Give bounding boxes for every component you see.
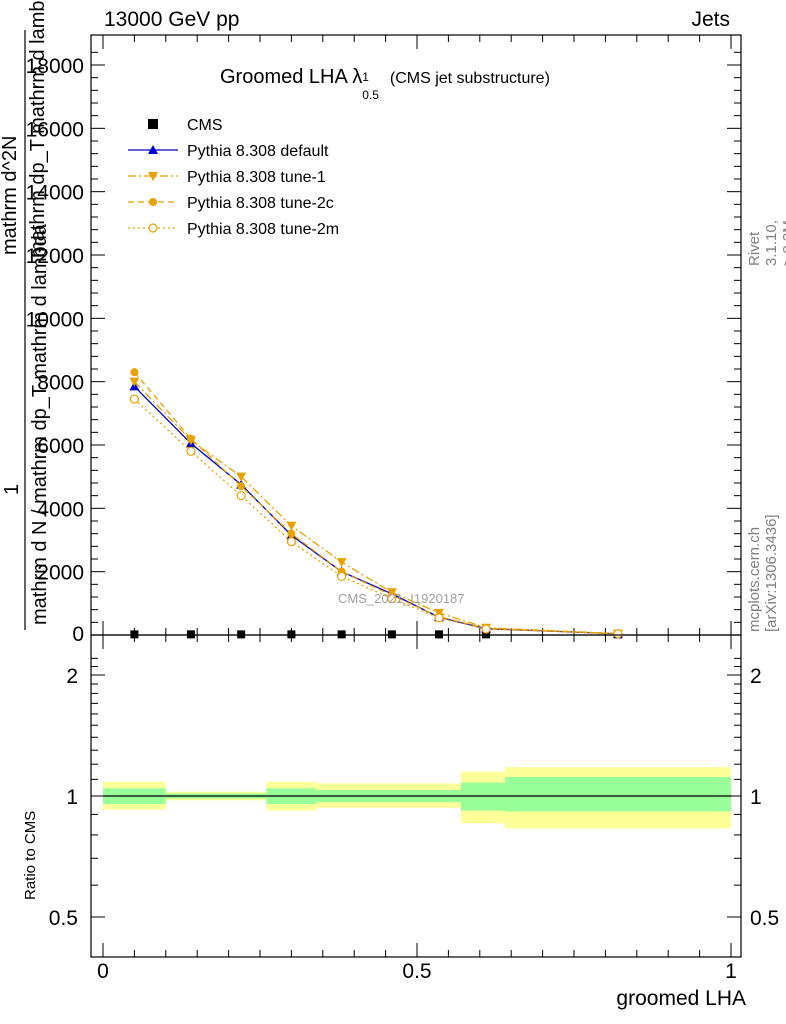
main-y-tick-label: 4000 bbox=[37, 498, 84, 521]
plot-title-symbol: λ bbox=[352, 66, 363, 88]
legend-label: CMS bbox=[187, 117, 223, 134]
main-y-axis-label: 1 mathrm d N / mathrm dp_T mathrm d lambd… bbox=[0, 0, 51, 625]
main-panel: 2000 4000 6000 8000 10000 12000 14000 16000 1800… bbox=[24, 30, 742, 646]
ratio-y-axis-label: Ratio to CMS bbox=[22, 810, 39, 900]
tune1-point bbox=[336, 558, 347, 568]
main-y-axis-label-line: 1 bbox=[1, 484, 23, 495]
tune2m-point bbox=[286, 536, 296, 547]
cms-data-point bbox=[287, 630, 296, 639]
ratio-y-tick-label: 0.5 bbox=[49, 907, 78, 930]
tune2m-point bbox=[613, 629, 623, 639]
series-line-4 bbox=[133, 398, 618, 635]
legend-marker bbox=[148, 145, 158, 154]
tune2m-point bbox=[481, 624, 491, 634]
plot-title: Groomed LHA λ 1 0.5 (CMS jet substructure) bbox=[220, 66, 550, 102]
tune1-point bbox=[236, 472, 247, 482]
legend-label: Pythia 8.308 tune-2c bbox=[187, 195, 334, 212]
ratio-y-tick-label: 1 bbox=[66, 786, 78, 809]
tune1-point bbox=[286, 521, 297, 531]
ratio-band-inner bbox=[504, 776, 731, 812]
x-tick-label: 1 bbox=[725, 960, 737, 983]
tune2c-point bbox=[237, 482, 246, 491]
cms-data-point bbox=[482, 630, 491, 639]
main-y-tick-label: 14000 bbox=[26, 182, 84, 205]
main-y-tick-label: 18000 bbox=[26, 55, 84, 78]
cms-data-point bbox=[434, 630, 443, 639]
tune2m-point bbox=[186, 446, 196, 456]
ratio-y-tick-label: 2 bbox=[66, 665, 78, 688]
tune1-point bbox=[129, 377, 140, 387]
legend-label: Pythia 8.308 default bbox=[187, 143, 329, 160]
main-y-tick-label: 16000 bbox=[26, 118, 84, 141]
main-y-tick-label: 6000 bbox=[37, 435, 84, 458]
main-y-tick-label: 8000 bbox=[37, 372, 84, 395]
legend-marker bbox=[148, 172, 158, 181]
plot-title-sub: 0.5 bbox=[362, 88, 379, 102]
x-tick-label: 0 bbox=[97, 960, 109, 983]
cms-data-point bbox=[337, 630, 346, 639]
legend-label: Pythia 8.308 tune-2m bbox=[187, 221, 339, 238]
tune2c-point bbox=[287, 529, 296, 538]
cms-data-point bbox=[387, 630, 396, 639]
legend-marker-cms bbox=[148, 119, 158, 129]
tune2m-point bbox=[337, 571, 347, 582]
tune2m-point bbox=[129, 394, 139, 404]
plot-title-text: Groomed LHA bbox=[220, 66, 347, 88]
watermark: CMS_2021_I1920187 bbox=[338, 591, 465, 606]
tune2c-point bbox=[186, 434, 195, 443]
tune2c-point bbox=[130, 368, 139, 377]
x-tick-label: 0.5 bbox=[402, 960, 431, 983]
mcplots-label: mcplots.cern.ch [arXiv:1306.3436] bbox=[746, 514, 780, 632]
main-y-axis-label-line: mathrm d^2N bbox=[0, 136, 21, 255]
main-y-tick-label: 2000 bbox=[37, 562, 84, 585]
cms-data-point bbox=[237, 630, 246, 639]
plot-title-sup: 1 bbox=[362, 70, 369, 84]
main-y-axis-label-line: mathrm dp_T mathrm d lambda bbox=[27, 0, 49, 258]
tune2m-point bbox=[387, 593, 397, 604]
tune2m-point bbox=[434, 613, 444, 623]
legend-marker bbox=[149, 198, 157, 206]
legend-label: Pythia 8.308 tune-1 bbox=[187, 169, 326, 186]
ratio-y-tick-label-right: 1 bbox=[750, 786, 762, 809]
ratio-panel: 0.5 0.5 1 1 2 2 0 0.5 1 bbox=[49, 634, 779, 983]
cms-data-point bbox=[186, 630, 195, 639]
plot-title-note: (CMS jet substructure) bbox=[389, 70, 550, 87]
main-y-tick-label: 12000 bbox=[26, 245, 84, 268]
main-y-tick-label: 10000 bbox=[26, 308, 84, 331]
ratio-y-tick-label-right: 0.5 bbox=[750, 907, 779, 930]
main-y-axis-label-line: mathrm d N / mathrm dp_T mathrm d lambda bbox=[29, 223, 51, 625]
tune2m-point bbox=[236, 491, 246, 501]
cms-data-point bbox=[130, 630, 139, 639]
series-line-3 bbox=[133, 371, 618, 635]
main-y-tick-label: 0 bbox=[72, 623, 84, 646]
energy-label: 13000 GeV pp bbox=[104, 8, 240, 31]
ratio-y-tick-label-right: 2 bbox=[750, 665, 762, 688]
legend-marker bbox=[148, 223, 158, 233]
process-label: Jets bbox=[691, 8, 730, 31]
x-axis-label: groomed LHA bbox=[616, 987, 746, 1010]
rivet-label: Rivet 3.1.10, ≥ 2.3M events bbox=[746, 220, 786, 266]
